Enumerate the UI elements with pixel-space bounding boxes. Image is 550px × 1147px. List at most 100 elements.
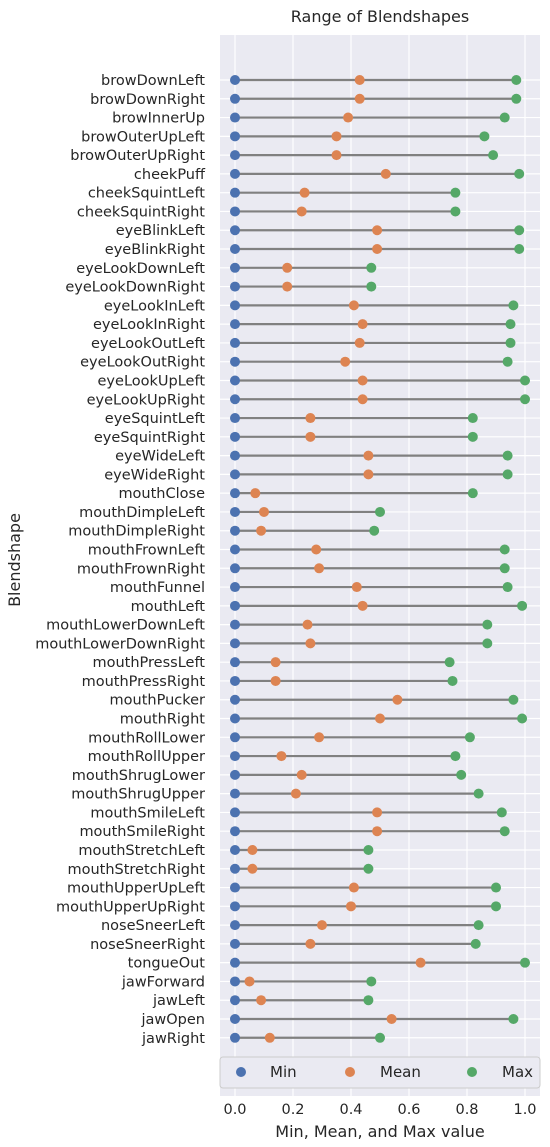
mean-point bbox=[348, 882, 359, 893]
legend-label: Mean bbox=[380, 1063, 421, 1081]
max-point bbox=[511, 93, 522, 104]
y-tick-label: eyeWideLeft bbox=[115, 449, 205, 465]
mean-point bbox=[259, 506, 269, 517]
y-tick-label: jawLeft bbox=[152, 993, 205, 1009]
min-point bbox=[230, 112, 240, 123]
x-tick-label: 0.8 bbox=[455, 1102, 478, 1118]
dumbbell-row bbox=[230, 431, 478, 442]
max-point bbox=[517, 600, 528, 611]
min-point bbox=[230, 262, 240, 273]
dumbbell-row bbox=[230, 920, 484, 931]
y-tick-label: mouthStretchRight bbox=[67, 862, 205, 878]
y-tick-label: eyeLookDownRight bbox=[65, 280, 205, 296]
max-point bbox=[456, 769, 467, 780]
min-point bbox=[230, 638, 240, 649]
max-point bbox=[467, 431, 478, 442]
legend-label: Max bbox=[502, 1063, 533, 1081]
plot-background bbox=[220, 35, 540, 1096]
x-tick-label: 0.2 bbox=[281, 1102, 304, 1118]
max-point bbox=[520, 394, 530, 405]
legend: Min Mean Max bbox=[219, 1056, 541, 1089]
y-tick-label: mouthUpperUpLeft bbox=[67, 881, 205, 897]
y-tick-label: eyeLookInLeft bbox=[104, 298, 205, 314]
mean-point bbox=[372, 807, 383, 818]
dumbbell-row bbox=[230, 938, 481, 949]
data-marks bbox=[230, 75, 530, 1043]
mean-point bbox=[357, 394, 368, 405]
y-tick-label: cheekSquintRight bbox=[77, 204, 205, 220]
min-point bbox=[230, 413, 240, 424]
min-point bbox=[230, 300, 240, 311]
max-point bbox=[447, 675, 458, 686]
y-tick-label: mouthFrownRight bbox=[77, 561, 205, 577]
y-tick-label: noseSneerLeft bbox=[101, 918, 205, 934]
min-point bbox=[230, 281, 240, 292]
min-point bbox=[230, 788, 240, 799]
min-point bbox=[230, 337, 240, 348]
min-point bbox=[230, 844, 240, 855]
min-point bbox=[230, 319, 240, 330]
dumbbell-row bbox=[230, 93, 522, 104]
y-tick-label: mouthSmileRight bbox=[79, 824, 205, 840]
y-tick-label: jawRight bbox=[141, 1031, 205, 1047]
dumbbell-row bbox=[230, 525, 380, 536]
max-point bbox=[499, 826, 510, 837]
dumbbell-row bbox=[230, 713, 528, 724]
dumbbell-row bbox=[230, 112, 510, 123]
max-point bbox=[491, 882, 501, 893]
y-tick-label: cheekSquintLeft bbox=[88, 186, 205, 202]
mean-point bbox=[302, 619, 313, 630]
mean-point bbox=[392, 694, 403, 705]
max-point bbox=[363, 995, 374, 1006]
max-point bbox=[502, 356, 513, 367]
min-point bbox=[230, 394, 240, 405]
dumbbell-row bbox=[230, 638, 493, 649]
min-point bbox=[230, 244, 240, 255]
max-point bbox=[502, 450, 513, 461]
dumbbell-row bbox=[230, 75, 522, 85]
dumbbell-row bbox=[230, 619, 493, 630]
min-point bbox=[230, 826, 240, 837]
max-point bbox=[488, 150, 499, 161]
mean-point bbox=[247, 844, 258, 855]
y-tick-label: noseSneerRight bbox=[90, 937, 205, 953]
y-tick-label: browDownLeft bbox=[101, 73, 205, 89]
y-tick-label: eyeLookInRight bbox=[93, 317, 205, 333]
max-point bbox=[502, 582, 513, 593]
y-tick-label: eyeSquintLeft bbox=[105, 411, 206, 427]
min-point bbox=[230, 506, 240, 517]
max-point bbox=[499, 563, 510, 574]
legend-marker bbox=[236, 1067, 246, 1077]
max-point bbox=[505, 319, 516, 330]
min-point bbox=[230, 375, 240, 386]
min-point bbox=[230, 751, 240, 762]
mean-point bbox=[346, 901, 356, 912]
mean-point bbox=[357, 600, 368, 611]
y-tick-label: mouthPressRight bbox=[82, 674, 206, 690]
dumbbell-row bbox=[230, 131, 490, 142]
mean-point bbox=[415, 957, 426, 968]
y-tick-label: mouthLowerDownLeft bbox=[46, 618, 205, 634]
min-point bbox=[230, 769, 240, 780]
dumbbell-row bbox=[230, 375, 530, 386]
mean-point bbox=[250, 488, 261, 499]
dumbbell-row bbox=[230, 657, 455, 668]
y-tick-label: mouthLeft bbox=[131, 599, 206, 615]
min-point bbox=[230, 694, 240, 705]
dumbbell-row bbox=[230, 807, 507, 818]
min-point bbox=[230, 525, 240, 536]
y-tick-label: eyeBlinkLeft bbox=[116, 223, 206, 239]
y-tick-label: eyeBlinkRight bbox=[105, 242, 206, 258]
min-point bbox=[230, 488, 240, 499]
mean-point bbox=[372, 826, 383, 837]
max-point bbox=[470, 938, 481, 949]
min-point bbox=[230, 976, 240, 987]
mean-point bbox=[357, 319, 368, 330]
max-point bbox=[502, 469, 513, 480]
dumbbell-row bbox=[230, 844, 374, 855]
y-tick-label: eyeLookUpRight bbox=[87, 392, 206, 408]
max-point bbox=[482, 638, 493, 649]
dumbbell-row bbox=[230, 882, 501, 893]
max-point bbox=[363, 863, 374, 874]
min-point bbox=[230, 713, 240, 724]
